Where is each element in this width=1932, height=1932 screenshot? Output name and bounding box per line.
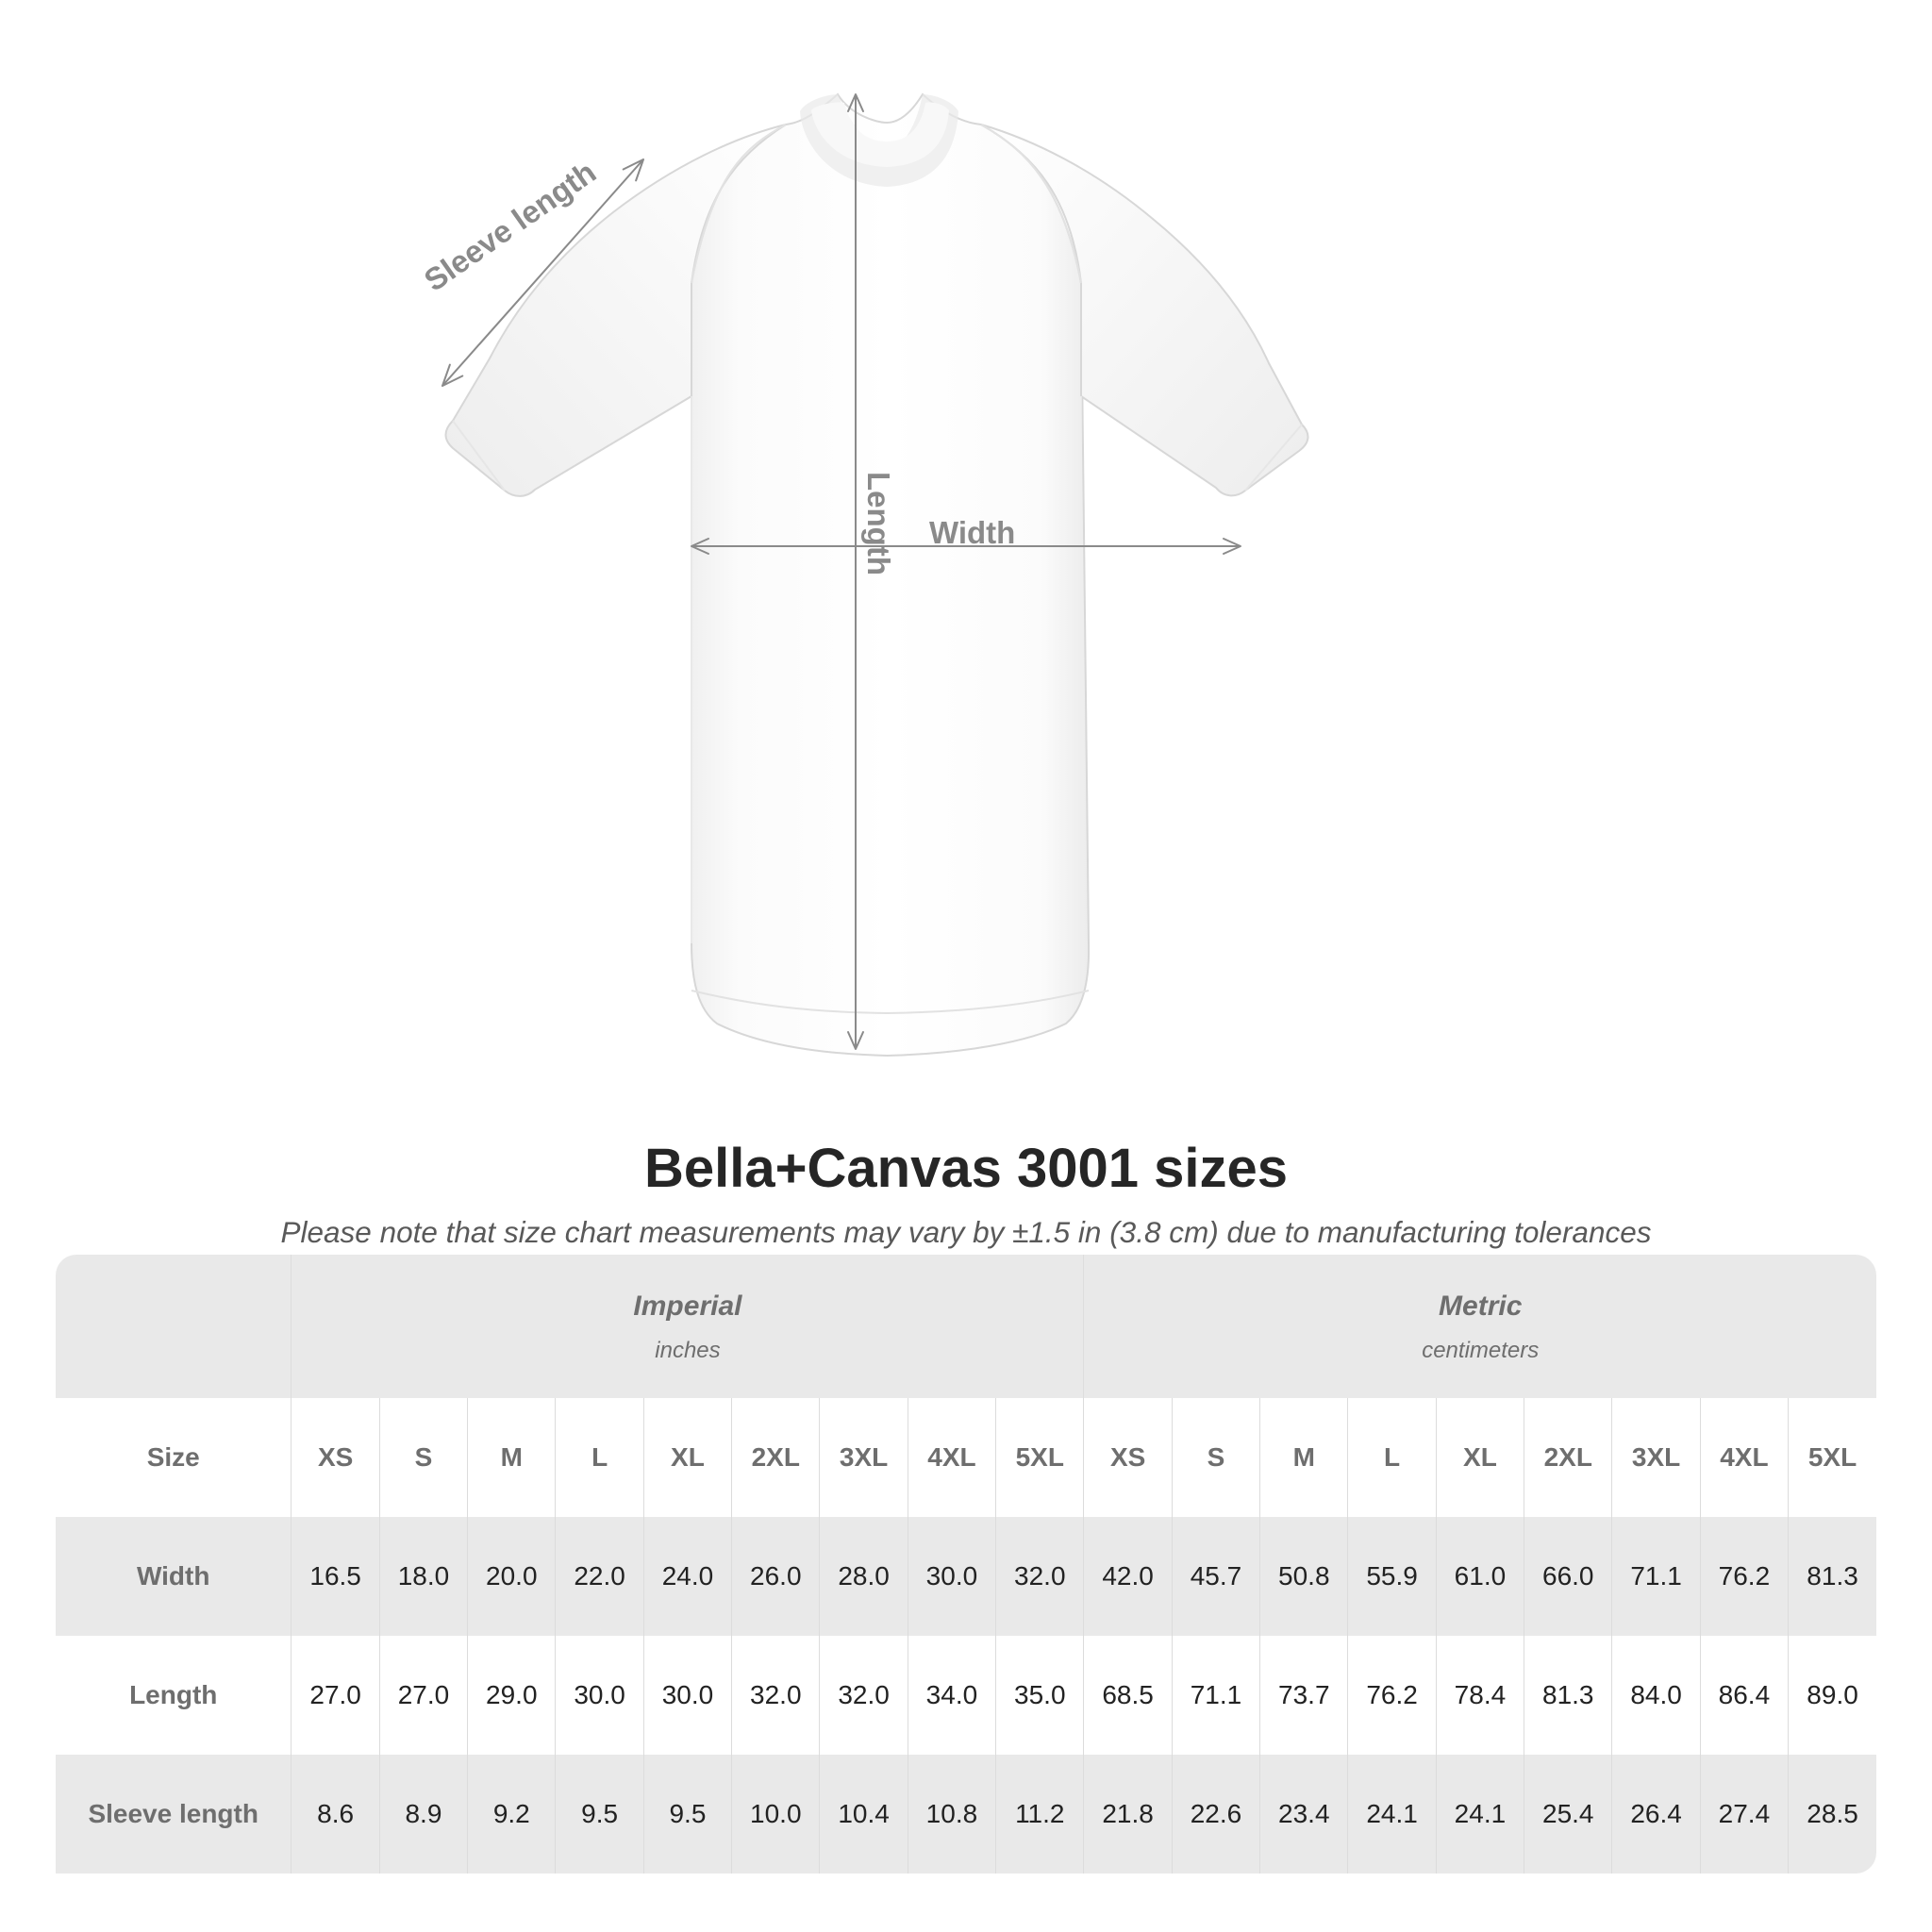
- svg-text:Length: Length: [861, 472, 896, 575]
- svg-text:Width: Width: [929, 515, 1015, 550]
- svg-text:Sleeve length: Sleeve length: [418, 154, 602, 297]
